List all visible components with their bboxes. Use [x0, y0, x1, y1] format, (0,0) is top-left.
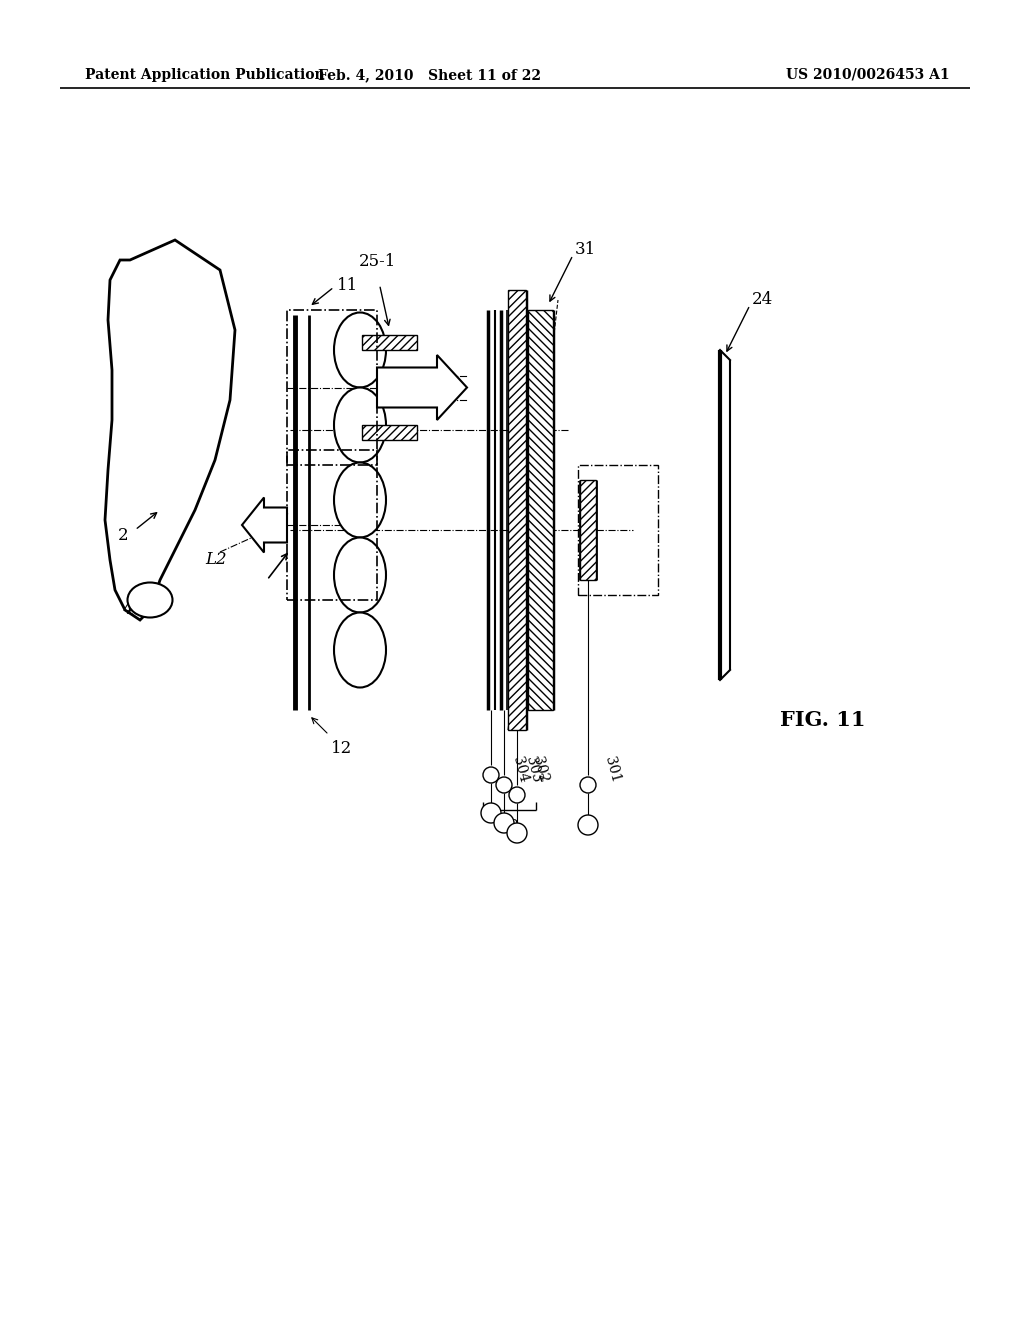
Ellipse shape [128, 582, 172, 618]
Text: 30: 30 [499, 818, 520, 836]
Text: 11: 11 [337, 276, 358, 293]
Circle shape [507, 822, 527, 843]
Bar [287, 310, 377, 465]
Text: Patent Application Publication: Patent Application Publication [85, 69, 325, 82]
Bar [287, 450, 377, 601]
Bar [362, 334, 417, 350]
Text: 302: 302 [530, 755, 550, 784]
PathPatch shape [105, 240, 234, 620]
Circle shape [578, 814, 598, 836]
FancyArrow shape [377, 355, 467, 420]
Circle shape [580, 777, 596, 793]
Ellipse shape [334, 462, 386, 537]
Bar [578, 465, 658, 595]
Ellipse shape [334, 313, 386, 388]
Text: 2: 2 [118, 527, 128, 544]
Text: 31: 31 [575, 242, 596, 259]
Ellipse shape [334, 388, 386, 462]
Text: 4: 4 [123, 602, 133, 619]
Bar [528, 310, 553, 710]
Text: 24: 24 [752, 292, 773, 309]
Circle shape [483, 767, 499, 783]
Circle shape [481, 803, 501, 822]
Text: 25-1: 25-1 [358, 252, 396, 269]
Text: Feb. 4, 2010   Sheet 11 of 22: Feb. 4, 2010 Sheet 11 of 22 [318, 69, 542, 82]
Circle shape [509, 787, 525, 803]
Bar [580, 480, 596, 579]
Text: 12: 12 [331, 741, 352, 756]
Text: 304: 304 [510, 755, 530, 784]
FancyArrow shape [242, 498, 287, 553]
Text: L2: L2 [205, 552, 226, 569]
Text: US 2010/0026453 A1: US 2010/0026453 A1 [786, 69, 950, 82]
Ellipse shape [334, 537, 386, 612]
Text: 303: 303 [523, 755, 544, 784]
Bar [508, 290, 526, 730]
Ellipse shape [334, 612, 386, 688]
Bar [362, 425, 417, 440]
Text: FIG. 11: FIG. 11 [780, 710, 865, 730]
Circle shape [496, 777, 512, 793]
Text: 301: 301 [602, 755, 623, 784]
Circle shape [494, 813, 514, 833]
